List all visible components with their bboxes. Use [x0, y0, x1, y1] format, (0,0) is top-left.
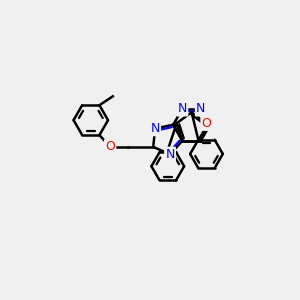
Text: N: N: [178, 102, 187, 115]
Text: N: N: [165, 148, 175, 161]
Text: N: N: [196, 102, 206, 115]
Text: O: O: [202, 117, 212, 130]
Text: N: N: [151, 122, 160, 135]
Text: O: O: [105, 140, 115, 153]
